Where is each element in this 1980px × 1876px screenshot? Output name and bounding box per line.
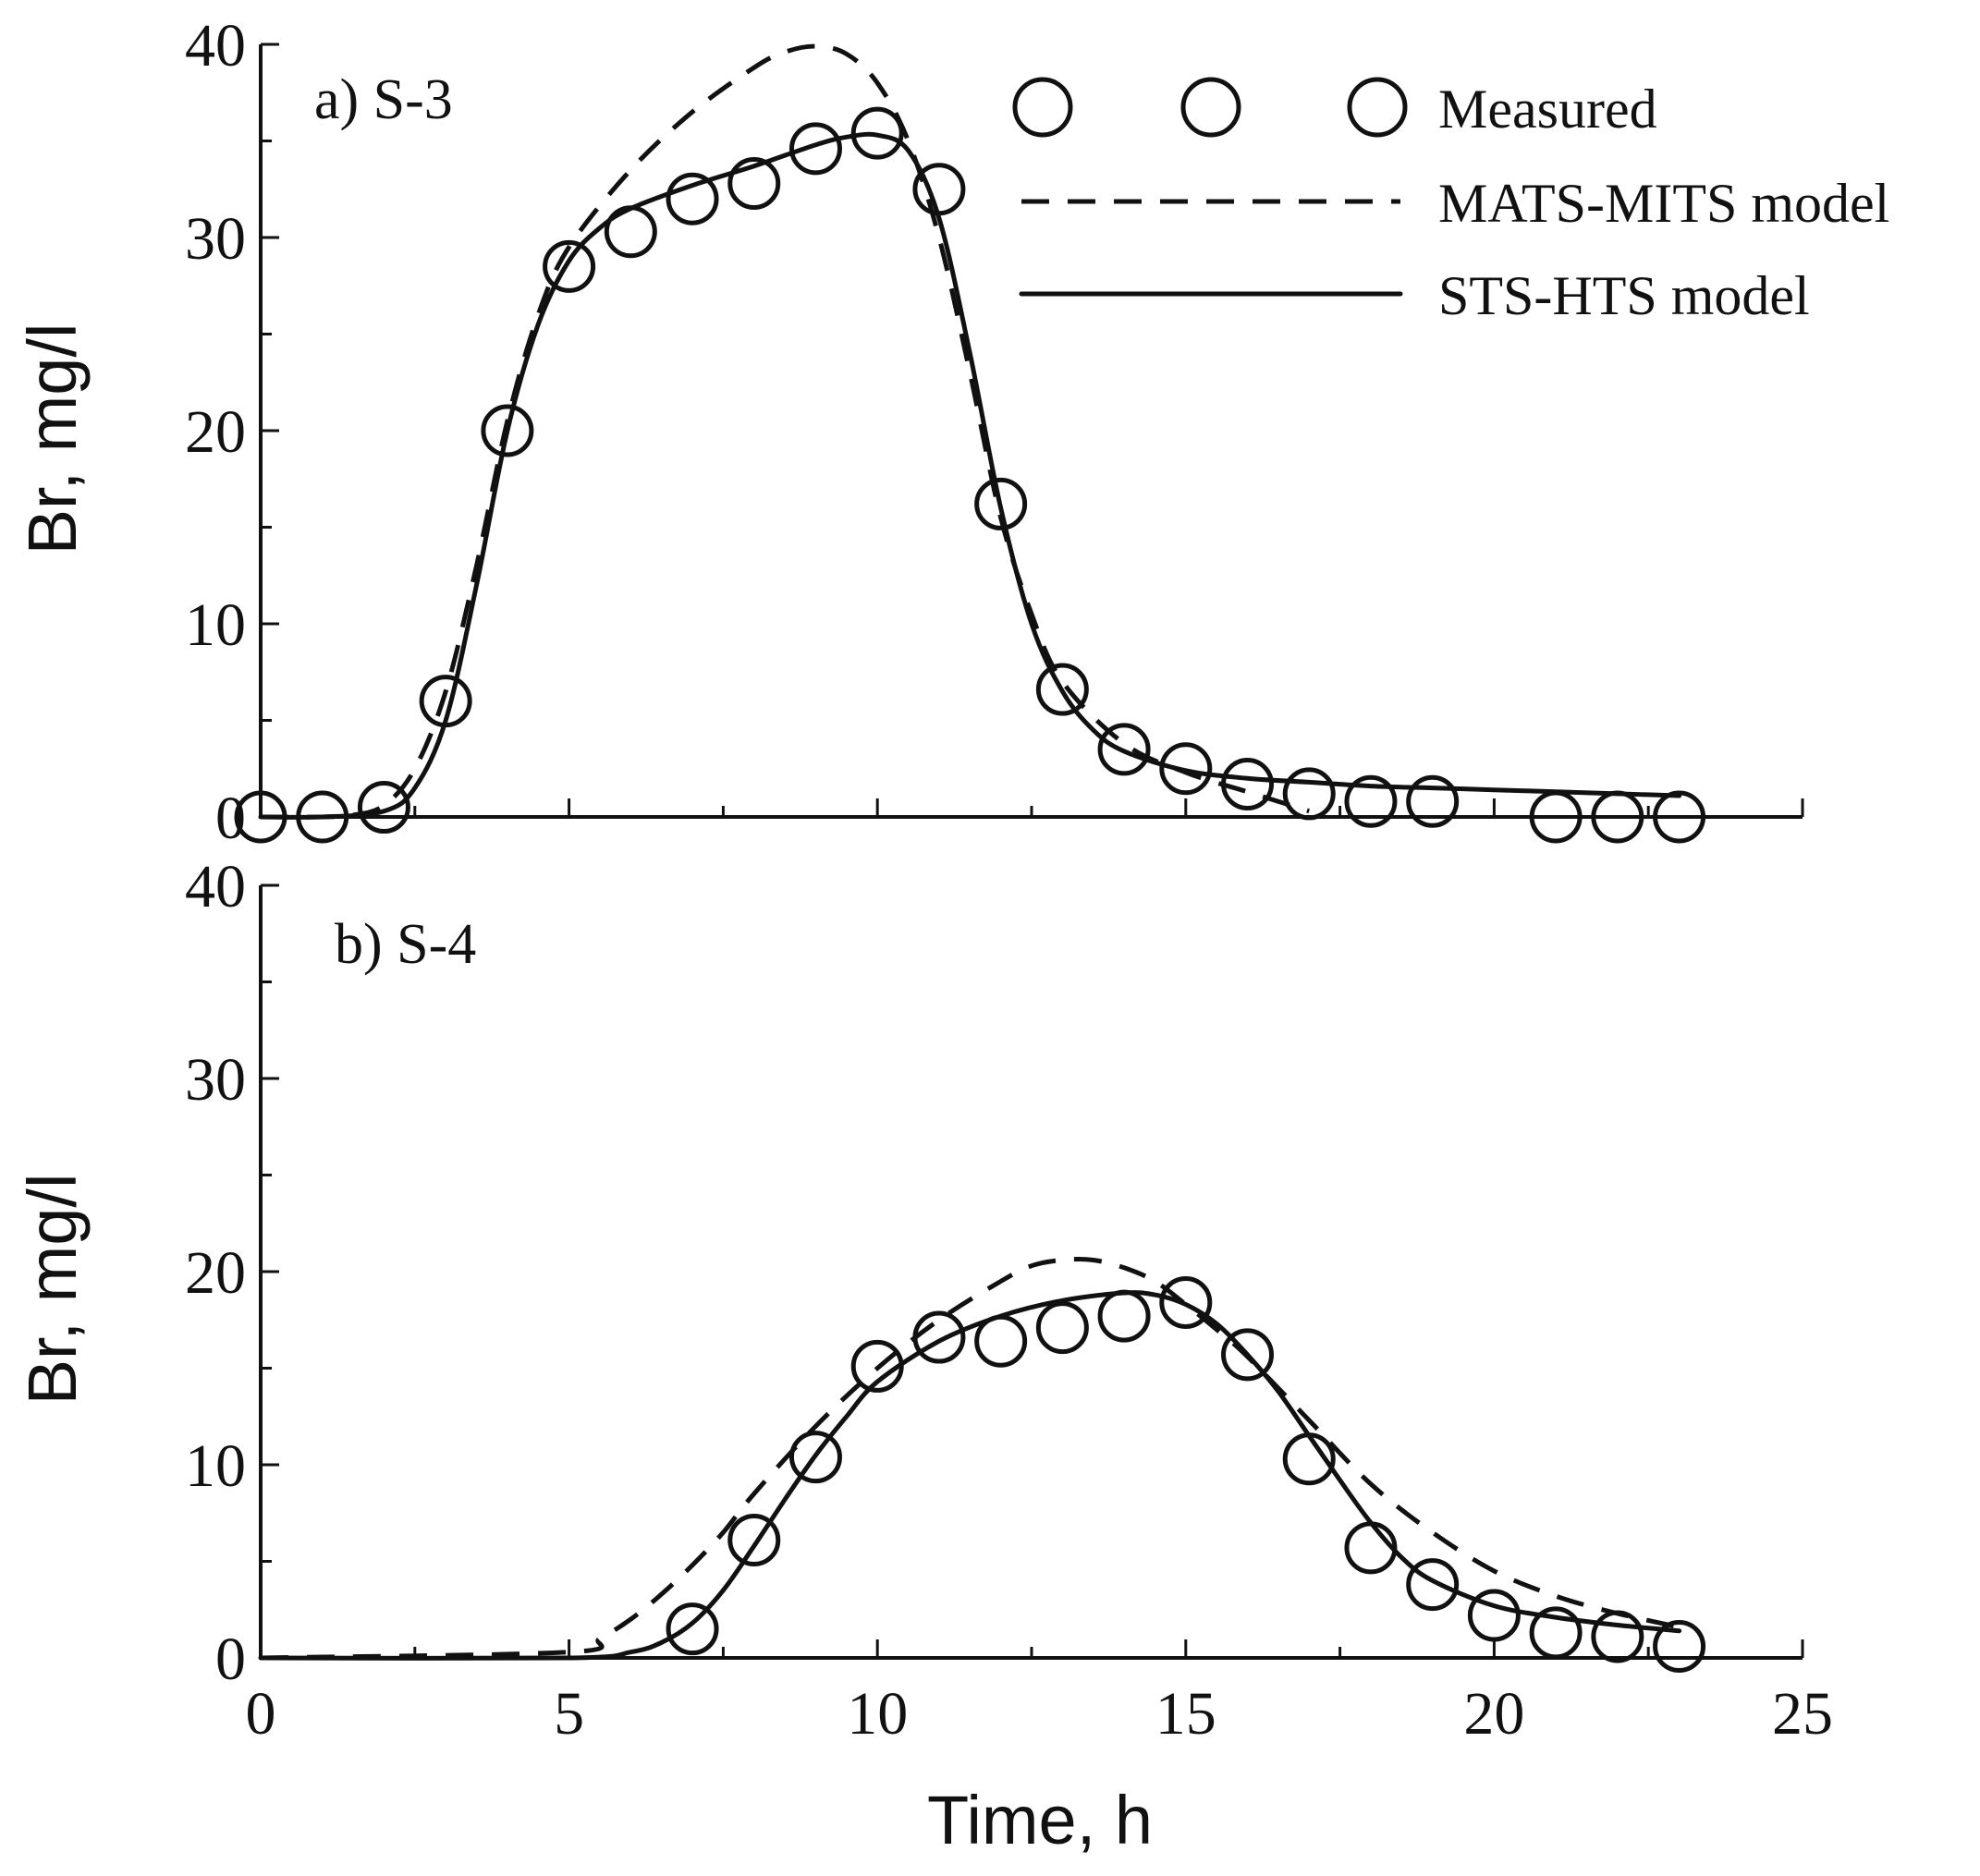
x-axis-title: Time, h <box>927 1782 1153 1858</box>
panel-a-ticks <box>259 43 1804 819</box>
panel-a-s3: 0 10 20 30 40 a) S-3 Br, mg/l Measured MATS-… <box>14 12 1889 852</box>
measured-point <box>1221 757 1275 810</box>
panel-a-title: a) S-3 <box>314 68 453 131</box>
measured-point <box>1221 1328 1275 1382</box>
y-tick-label: 40 <box>185 853 246 920</box>
measured-point <box>1035 663 1089 716</box>
y-tick-label: 10 <box>185 1432 246 1500</box>
measured-point <box>1406 774 1460 828</box>
legend-marker-circle <box>1347 77 1408 138</box>
measured-point <box>1467 1589 1521 1642</box>
measured-point <box>727 1514 781 1567</box>
sts-hts-model-line <box>258 131 1682 820</box>
y-tick-label: 0 <box>215 1626 246 1693</box>
panel-b-s4: 0 10 20 30 40 0 5 10 15 20 25 b) S-4 Br, mg/l Time… <box>14 853 1833 1858</box>
measured-point <box>974 1314 1028 1368</box>
y-tick-label: 30 <box>185 1046 246 1114</box>
measured-point <box>974 477 1028 530</box>
measured-point <box>1529 1606 1583 1660</box>
x-tick-label: 5 <box>554 1680 584 1748</box>
measured-point <box>788 1431 842 1484</box>
measured-point <box>666 1602 719 1656</box>
measured-point <box>1097 1289 1151 1343</box>
panel-a-tick-labels: 0 10 20 30 40 <box>185 12 246 852</box>
measured-point <box>1591 1610 1644 1663</box>
measured-point <box>1344 774 1398 828</box>
measured-point <box>1653 790 1706 844</box>
mats-mits-model-line <box>260 43 1310 820</box>
y-tick-label: 20 <box>185 398 246 466</box>
legend-marker-circle <box>1180 77 1241 138</box>
measured-point <box>1159 1275 1213 1329</box>
panel-b-ticks <box>259 883 1804 1660</box>
panel-a-axes <box>259 44 1803 819</box>
measured-point <box>1282 767 1336 821</box>
measured-point <box>850 106 904 160</box>
measured-point <box>357 781 410 834</box>
measured-point <box>1653 1619 1706 1673</box>
measured-point <box>788 122 842 176</box>
measured-point <box>1406 1558 1460 1612</box>
measured-point <box>543 239 596 293</box>
y-tick-label: 0 <box>215 785 246 852</box>
measured-point <box>1097 723 1151 776</box>
mats-mits-model-line <box>260 1257 1681 1661</box>
measured-point <box>727 156 781 210</box>
panel-b-title: b) S-4 <box>335 913 476 976</box>
measured-point <box>1035 1301 1089 1355</box>
panel-a-y-axis-title: Br, mg/l <box>14 323 91 555</box>
measured-point <box>912 1310 966 1364</box>
panel-b-axes <box>259 885 1803 1660</box>
legend: Measured MATS-MITS model STS-HTS model <box>1012 77 1889 326</box>
x-tick-label: 20 <box>1463 1680 1524 1748</box>
measured-point <box>666 172 719 225</box>
x-tick-label: 15 <box>1155 1680 1216 1748</box>
x-tick-label: 10 <box>847 1680 908 1748</box>
measured-point <box>1344 1521 1398 1575</box>
legend-marker-circle <box>1012 77 1073 138</box>
legend-label-mats-mits: MATS-MITS model <box>1438 173 1889 234</box>
legend-label-sts-hts: STS-HTS model <box>1438 265 1810 326</box>
measured-point <box>481 404 534 457</box>
panel-b-plot-area <box>258 1257 1706 1673</box>
panel-b-tick-labels: 0 10 20 30 40 0 5 10 15 20 25 <box>185 853 1833 1748</box>
sts-hts-model-line <box>258 1290 1682 1661</box>
panel-a-plot-area <box>234 43 1706 844</box>
legend-label-measured: Measured <box>1438 79 1657 140</box>
y-tick-label: 40 <box>185 12 246 79</box>
x-tick-label: 0 <box>246 1680 276 1748</box>
measured-point <box>1159 742 1213 796</box>
y-tick-label: 20 <box>185 1239 246 1307</box>
y-tick-label: 10 <box>185 591 246 659</box>
panel-b-y-axis-title: Br, mg/l <box>14 1174 91 1406</box>
y-tick-label: 30 <box>185 205 246 273</box>
x-tick-label: 25 <box>1772 1680 1833 1748</box>
